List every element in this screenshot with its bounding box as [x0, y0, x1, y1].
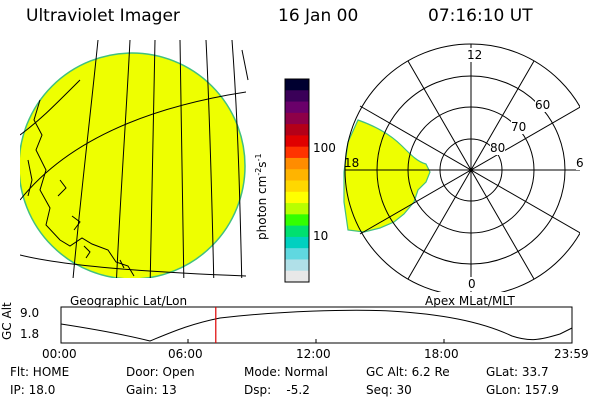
altitude-ytick-bottom: 1.8 — [20, 327, 40, 341]
info-glon: GLon: 157.9 — [486, 383, 559, 397]
info-door: Door: Open — [126, 365, 195, 379]
polar-plot — [343, 43, 580, 292]
time-label: 07:16:10 UT — [428, 6, 533, 26]
colorbar-segment — [285, 135, 309, 148]
mlt-6-label: 6 — [576, 156, 584, 170]
altitude-curve — [60, 309, 573, 342]
colorbar-tick-100: 100 — [313, 141, 336, 155]
mlat-80-label: 80 — [490, 141, 506, 155]
info-mode: Mode: Normal — [244, 365, 328, 379]
x-tick-2: 12:00 — [296, 347, 331, 361]
mlt-18-label: 18 — [344, 156, 360, 170]
colorbar-segment — [285, 225, 309, 238]
x-tick-0: 00:00 — [42, 347, 77, 361]
date-label: 16 Jan 00 — [278, 6, 359, 26]
colorbar-segment — [285, 112, 309, 125]
info-seq: Seq: 30 — [366, 383, 412, 397]
colorbar-segment — [285, 124, 309, 136]
mlt-0-label: 0 — [468, 277, 476, 291]
colorbar-segment — [285, 101, 309, 114]
polar-panel-label: Apex MLat/MLT — [425, 294, 515, 308]
colorbar-segment — [285, 248, 309, 260]
info-gain: Gain: 13 — [126, 383, 177, 397]
altitude-ylabel: GC Alt — [0, 302, 14, 340]
info-glat: GLat: 33.7 — [486, 365, 549, 379]
info-dsp: Dsp: -5.2 — [244, 383, 310, 397]
altitude-ytick-top: 9.0 — [20, 306, 40, 320]
colorbar-unit-label: photon cm-2s-1 — [254, 153, 269, 240]
colorbar-segment — [285, 236, 309, 249]
colorbar-segment — [285, 146, 309, 159]
mlat-60-label: 60 — [535, 98, 551, 112]
altitude-plot — [60, 306, 573, 344]
geographic-image — [20, 40, 249, 278]
info-gcalt: GC Alt: 6.2 Re — [366, 365, 450, 379]
x-tick-3: 18:00 — [424, 347, 459, 361]
auroral-disk — [20, 52, 246, 278]
mlt-12-label: 12 — [467, 48, 483, 62]
info-flt: Flt: HOME — [10, 365, 70, 379]
colorbar-segment — [285, 169, 309, 181]
colorbar-segment — [285, 90, 309, 103]
colorbar-segment — [285, 180, 309, 193]
info-ip: IP: 18.0 — [10, 383, 56, 397]
colorbar-segment — [285, 157, 309, 170]
colorbar-segment — [285, 191, 309, 204]
colorbar-segment — [285, 259, 309, 272]
mlat-70-label: 70 — [511, 120, 527, 134]
colorbar-segment — [285, 214, 309, 227]
colorbar-segment — [285, 203, 309, 215]
colorbar-tick-10: 10 — [313, 229, 329, 243]
x-tick-1: 06:00 — [168, 347, 203, 361]
colorbar — [284, 78, 310, 283]
instrument-title: Ultraviolet Imager — [26, 6, 180, 26]
x-tick-4: 23:59 — [554, 347, 589, 361]
colorbar-segment — [285, 79, 309, 91]
geo-panel-label: Geographic Lat/Lon — [70, 294, 188, 308]
colorbar-segment — [285, 270, 309, 283]
